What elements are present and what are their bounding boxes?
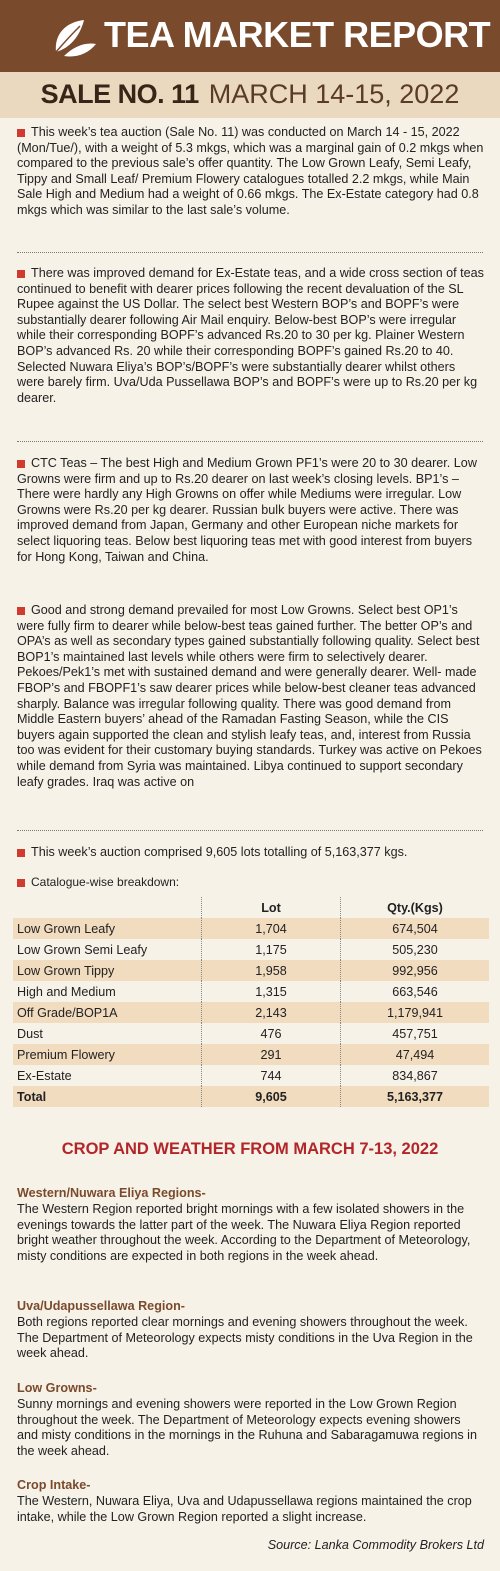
cell: 1,179,941 [340,1002,489,1023]
cell: Premium Flowery [13,1044,202,1065]
paragraph: There was improved demand for Ex-Estate … [17,266,485,406]
table-row: Off Grade/BOP1A 2,143 1,179,941 [13,1002,489,1023]
cell: Low Grown Tippy [13,960,202,981]
cell: 663,546 [340,981,489,1002]
cell: Total [13,1086,202,1107]
cell: 47,494 [340,1044,489,1065]
summary: This week’s auction comprised 9,605 lots… [17,845,485,861]
cell: Dust [17,1026,43,1041]
table-row: Total 9,605 5,163,377 [13,1086,489,1107]
breakdown-label: Catalogue-wise breakdown: [17,875,485,891]
section-heading: Crop Intake- [17,1478,91,1492]
cell: High and Medium [17,984,116,999]
source: Source: Lanka Commodity Brokers Ltd [267,1538,484,1552]
table-row: Premium Flowery 291 47,494 [13,1044,489,1065]
paragraph-text: This week’s tea auction (Sale No. 11) wa… [17,125,484,217]
cell: 992,956 [340,960,489,981]
cell: 674,504 [340,918,489,939]
cell: Low Grown Leafy [13,918,202,939]
separator [17,830,483,831]
cell: 291 [201,1044,341,1065]
table-row: High and Medium 1,315 663,546 [13,981,489,1002]
section-text: The Western, Nuwara Eliya, Uva and Udapu… [17,1494,472,1524]
report-title: TEA MARKET REPORT [104,14,491,55]
cell: 1,704 [201,918,341,939]
cell: 476 [201,1023,341,1044]
table-row: Ex-Estate 744 834,867 [13,1065,489,1086]
paragraph: CTC Teas – The best High and Medium Grow… [17,456,485,565]
cell: 2,143 [201,1002,341,1023]
section-text: Sunny mornings and evening showers were … [17,1397,477,1458]
breakdown-table: Lot Qty.(Kgs) Low Grown Leafy 1,704 674,504… [13,897,489,1107]
table-row: Low Grown Leafy 1,704 674,504 [13,918,489,939]
sale-line: SALE NO. 11 MARCH 14-15, 2022 [0,79,500,110]
section-heading: Low Growns- [17,1381,97,1395]
cell: 834,867 [340,1065,489,1086]
section-text: The Western Region reported bright morni… [17,1202,471,1263]
section-heading: Western/Nuwara Eliya Regions- [17,1186,206,1200]
separator [17,252,483,253]
paragraph-text: Good and strong demand prevailed for mos… [17,603,482,789]
cell: 505,230 [340,939,489,960]
cell: 1,958 [201,960,341,981]
cell: Low Grown Semi Leafy [17,942,148,957]
cell: Ex-Estate [17,1068,72,1083]
summary-text: This week’s auction comprised 9,605 lots… [31,845,408,859]
paragraph: Good and strong demand prevailed for mos… [17,603,485,790]
cell: 9,605 [201,1086,341,1107]
cell: 457,751 [340,1023,489,1044]
column-header: Qty.(Kgs) [340,897,489,918]
section-text: Both regions reported clear mornings and… [17,1315,473,1361]
paragraph: This week’s tea auction (Sale No. 11) wa… [17,125,485,219]
sale-number: SALE NO. 11 [40,79,200,109]
column-header: Lot [201,897,341,918]
separator [17,441,483,442]
paragraph-text: There was improved demand for Ex-Estate … [17,266,484,405]
table-row: Low Grown Semi Leafy 1,175 505,230 [13,939,489,960]
table-header: Lot Qty.(Kgs) [13,897,489,918]
section-heading: Uva/Udapussellawa Region- [17,1299,185,1313]
crop-title: CROP AND WEATHER FROM MARCH 7-13, 2022 [61,1140,439,1158]
cell: 1,175 [201,939,341,960]
cell: 1,315 [201,981,341,1002]
header-bar: TEA MARKET REPORT [0,0,500,72]
cell: 5,163,377 [340,1086,489,1107]
logo [55,20,96,57]
paragraph-text: CTC Teas – The best High and Medium Grow… [17,456,477,564]
cell: Off Grade/BOP1A [13,1002,202,1023]
sale-band [0,72,500,118]
sale-date: MARCH 14-15, 2022 [208,79,460,109]
breakdown-text: Catalogue-wise breakdown: [31,875,180,889]
cell: 744 [201,1065,341,1086]
table-row: Low Grown Tippy 1,958 992,956 [13,960,489,981]
table-row: Dust 476 457,751 [13,1023,489,1044]
